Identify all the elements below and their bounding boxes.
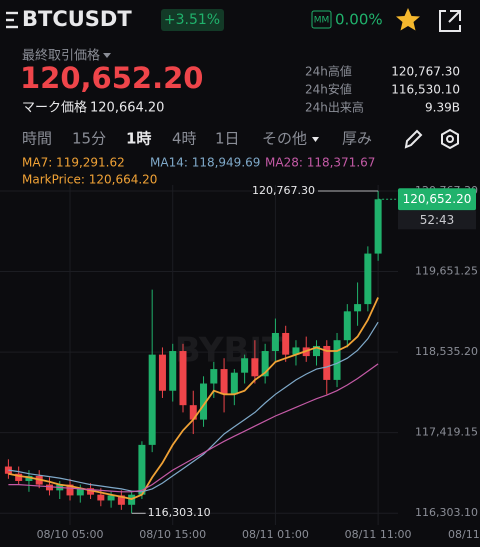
candle-body	[374, 199, 382, 254]
draw-icon[interactable]	[404, 129, 423, 149]
tab[interactable]: 1日	[215, 130, 240, 148]
candle-body	[45, 484, 53, 491]
change-pill	[161, 9, 224, 31]
x-tick-label: 08/11	[448, 528, 480, 541]
dropdown-caret	[103, 53, 111, 58]
candle-body	[200, 383, 208, 420]
candle-body	[230, 372, 238, 395]
candle-body	[354, 304, 362, 312]
candle-body	[323, 345, 331, 380]
mm-value: 0.00%	[335, 11, 383, 29]
mm-box	[311, 10, 332, 29]
symbol[interactable]: BTCUSDT	[22, 7, 132, 31]
ma-line	[8, 297, 379, 500]
y-tick-label: 116,303.10	[415, 506, 478, 519]
candle-body	[271, 332, 279, 352]
last-price: 120,652.20	[20, 61, 203, 95]
mark-price-legend: MarkPrice: 120,664.20	[22, 173, 157, 187]
legend: MA7: 119,291.62 MA14: 118,949.69 MA28: 118…	[22, 156, 375, 170]
candle-body	[282, 332, 290, 355]
candle-body	[158, 354, 166, 391]
countdown: 52:43	[420, 213, 455, 227]
candle-body	[76, 488, 84, 496]
candle-body	[251, 358, 259, 377]
mark-price: 120,664.20	[90, 101, 164, 116]
candle-body	[15, 473, 23, 481]
legend-entry: MA14: 118,949.69	[150, 156, 260, 170]
stat-label: 24h高値	[305, 64, 352, 79]
last-price-tag-label: 120,652.20	[403, 192, 472, 206]
chart: 120,767.30 119,651.25 118,535.20 117,419.15…	[0, 184, 480, 541]
header: BTCUSDT +3.51% MM 0.00%	[6, 7, 461, 32]
tab[interactable]: 時間	[22, 130, 52, 148]
candle-body	[138, 444, 146, 495]
candle-body	[148, 354, 156, 445]
ma-line	[8, 321, 379, 493]
stat-value: 116,530.10	[391, 83, 460, 97]
change: +3.51%	[164, 12, 220, 28]
candle-body	[333, 340, 341, 380]
ma-line	[8, 363, 379, 493]
legend-entry: MA28: 118,371.67	[265, 156, 375, 170]
watermark: BYBIT	[175, 331, 286, 371]
candle-body	[66, 484, 74, 496]
share-icon[interactable]	[439, 10, 461, 32]
tab[interactable]: 1時	[126, 130, 151, 148]
x-tick-label: 08/11 11:00	[345, 528, 412, 541]
x-tick-label: 08/10 05:00	[37, 528, 104, 541]
y-tick-label: 119,651.25	[415, 265, 478, 278]
candle-body	[210, 369, 218, 384]
candle-body	[189, 405, 197, 420]
candle-body	[87, 488, 95, 495]
candle-body	[313, 345, 320, 357]
candle-body	[220, 369, 228, 395]
stat-label: 24h安値	[305, 82, 352, 97]
candle-body	[343, 311, 351, 341]
mark-price-label: マーク価格	[22, 100, 87, 116]
tabs: 時間 15分 1時 4時 1日 その他 厚み	[22, 130, 372, 148]
y-tick-label: 118,535.20	[415, 345, 478, 358]
candle-body	[179, 351, 187, 406]
countdown-box	[398, 210, 476, 230]
candle-body	[25, 475, 33, 481]
candle-body	[107, 495, 115, 501]
candle-body	[292, 347, 300, 355]
price-label[interactable]: 最終取引価格	[22, 48, 100, 64]
mm-label: MM	[314, 16, 330, 26]
candle-body	[241, 358, 249, 373]
legend-entry: MA7: 119,291.62	[22, 156, 125, 170]
stat-value: 9.39B	[425, 101, 460, 115]
tab[interactable]: 4時	[172, 130, 197, 148]
stats: 24h高値 120,767.30 24h安値 116,530.10 24h出来高 9.39…	[305, 64, 460, 115]
last-price-tag	[398, 188, 476, 211]
candle-body	[97, 494, 105, 501]
candle-body	[169, 351, 177, 391]
tab[interactable]: 厚み	[342, 130, 372, 148]
tab[interactable]: その他	[262, 130, 307, 148]
low-marker-label: 116,303.10	[148, 506, 211, 519]
candle-body	[117, 495, 125, 505]
x-tick-label: 08/11 01:00	[242, 528, 309, 541]
candle-body	[261, 351, 269, 377]
stat-label: 24h出来高	[305, 100, 364, 115]
tab[interactable]: 15分	[72, 130, 106, 148]
stat-value: 120,767.30	[391, 65, 460, 79]
settings-icon[interactable]	[441, 128, 459, 150]
high-marker-label: 120,767.30	[252, 184, 315, 197]
favorite-star[interactable]	[396, 8, 420, 31]
y-tick-label: 117,419.15	[415, 426, 478, 439]
candle-body	[364, 253, 372, 305]
dropdown-caret	[312, 137, 319, 142]
x-tick-label: 08/10 15:00	[139, 528, 206, 541]
menu-icon[interactable]	[6, 11, 18, 29]
